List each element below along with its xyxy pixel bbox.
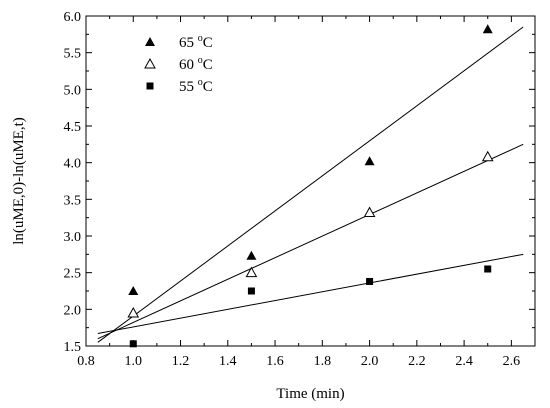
axis-ticks: 0.8 1.0 1.2 1.4 1.6 1.8 2.0 2.2 2.4 2.6 1.5 2.0 2.5 3…: [64, 10, 535, 369]
x-tick-label: 1.4: [219, 354, 237, 369]
y-axis-label: ln(uME,0)-ln(uME,t): [11, 117, 27, 244]
data-point-s0-2: [364, 156, 375, 166]
fit-line-1: [97, 143, 524, 340]
y-tick-label: 4.0: [64, 157, 82, 172]
x-tick-label: 1.6: [266, 354, 284, 369]
fit-line-2: [97, 253, 524, 335]
y-tick-label: 3.0: [64, 230, 82, 245]
legend-marker-1: [144, 57, 156, 69]
x-tick-label: 2.0: [361, 354, 379, 369]
x-tick-label: 2.4: [455, 354, 473, 369]
data-points: [127, 24, 494, 348]
fit-lines: [97, 26, 524, 343]
y-tick-label: 5.5: [64, 47, 82, 62]
y-tick-label: 2.5: [64, 267, 82, 282]
x-tick-label: 1.2: [172, 354, 190, 369]
x-tick-label: 2.2: [408, 354, 426, 369]
data-point-s1-2: [363, 206, 376, 218]
x-tick-label: 1.8: [314, 354, 332, 369]
data-point-s2-2: [366, 277, 374, 285]
legend-label-0: 65 oC: [179, 33, 213, 51]
data-point-s1-1: [245, 266, 258, 278]
data-point-s1-0: [127, 306, 140, 318]
data-point-s2-0: [129, 340, 137, 348]
data-point-s0-1: [246, 250, 257, 260]
y-tick-label: 1.5: [64, 340, 82, 355]
fit-line-0: [97, 26, 524, 343]
data-point-s2-1: [247, 287, 255, 295]
y-tick-label: 5.0: [64, 83, 82, 98]
data-point-s0-3: [482, 24, 493, 34]
x-axis-label: Time (min): [276, 386, 344, 402]
legend-label-1: 60 oC: [179, 55, 213, 73]
legend: 65 oC 60 oC 55 oC: [144, 33, 213, 95]
legend-marker-2: [146, 82, 154, 90]
x-tick-label: 2.6: [503, 354, 521, 369]
legend-label-2: 55 oC: [179, 77, 213, 95]
data-point-s0-0: [128, 286, 139, 295]
y-tick-label: 2.0: [64, 303, 82, 318]
x-tick-label: 0.8: [77, 354, 95, 369]
x-tick-label: 1.0: [125, 354, 143, 369]
data-point-s1-3: [481, 150, 494, 162]
legend-marker-0: [145, 37, 155, 46]
y-tick-label: 6.0: [64, 10, 82, 25]
data-point-s2-3: [484, 265, 492, 273]
y-tick-label: 4.5: [64, 120, 82, 135]
y-tick-label: 3.5: [64, 193, 82, 208]
